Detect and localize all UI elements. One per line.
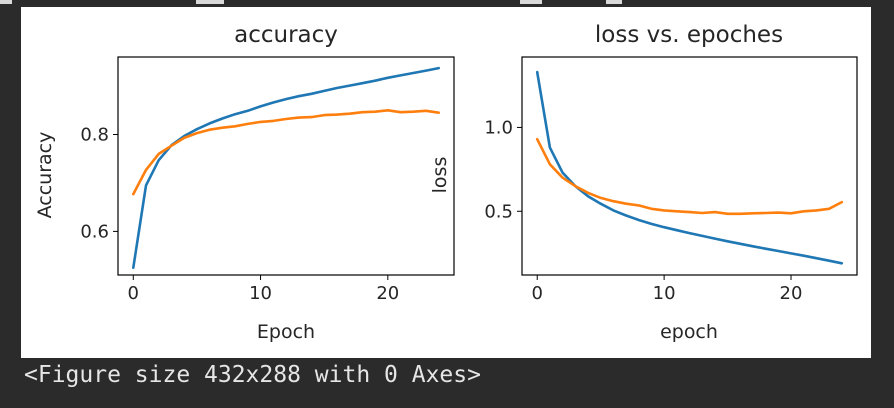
axes-frame <box>521 56 858 276</box>
series-line-1 <box>535 70 844 265</box>
chart-title: loss vs. epoches <box>595 22 783 48</box>
x-tick-label: 10 <box>249 283 272 304</box>
series-group <box>132 66 441 270</box>
chart-title: accuracy <box>234 22 338 48</box>
figure-caption: <Figure size 432x288 with 0 Axes> <box>24 362 481 388</box>
y-tick-label: 0.6 <box>80 221 109 242</box>
x-tick-label: 10 <box>653 283 676 304</box>
x-tick-label: 0 <box>128 283 139 304</box>
cut-off-text-fragment <box>606 0 622 4</box>
figure-area: accuracy 0 10 20 0.6 0.8 Epoch Accuracy loss… <box>21 7 871 358</box>
series-line-2 <box>535 137 844 216</box>
y-tick-label: 0.5 <box>484 201 513 222</box>
x-axis-title: Epoch <box>257 321 315 343</box>
series-line-1 <box>132 66 441 270</box>
x-tick-label: 0 <box>532 283 543 304</box>
cut-off-text-fragment <box>520 0 542 4</box>
y-axis-title: Accuracy <box>34 132 56 219</box>
y-axis-title: loss <box>429 157 451 194</box>
y-tick-label: 1.0 <box>484 117 513 138</box>
x-axis-title: epoch <box>660 321 718 343</box>
series-group <box>535 70 844 265</box>
cut-off-text-fragment <box>196 0 224 4</box>
tick-group: 0 10 20 0.6 0.8 <box>80 125 399 304</box>
accuracy-subplot: accuracy 0 10 20 0.6 0.8 Epoch Accuracy <box>34 22 455 343</box>
series-line-2 <box>132 109 441 196</box>
x-tick-label: 20 <box>780 283 803 304</box>
cut-off-text-fragment <box>0 0 12 4</box>
y-tick-label: 0.8 <box>80 125 109 146</box>
x-tick-label: 20 <box>376 283 399 304</box>
loss-subplot: loss vs. epoches 0 10 20 0.5 1.0 epoch loss <box>429 22 858 343</box>
tick-group: 0 10 20 0.5 1.0 <box>484 117 802 304</box>
top-strip <box>0 0 894 7</box>
axes-frame <box>117 56 455 276</box>
figure-svg: accuracy 0 10 20 0.6 0.8 Epoch Accuracy loss… <box>34 22 858 343</box>
